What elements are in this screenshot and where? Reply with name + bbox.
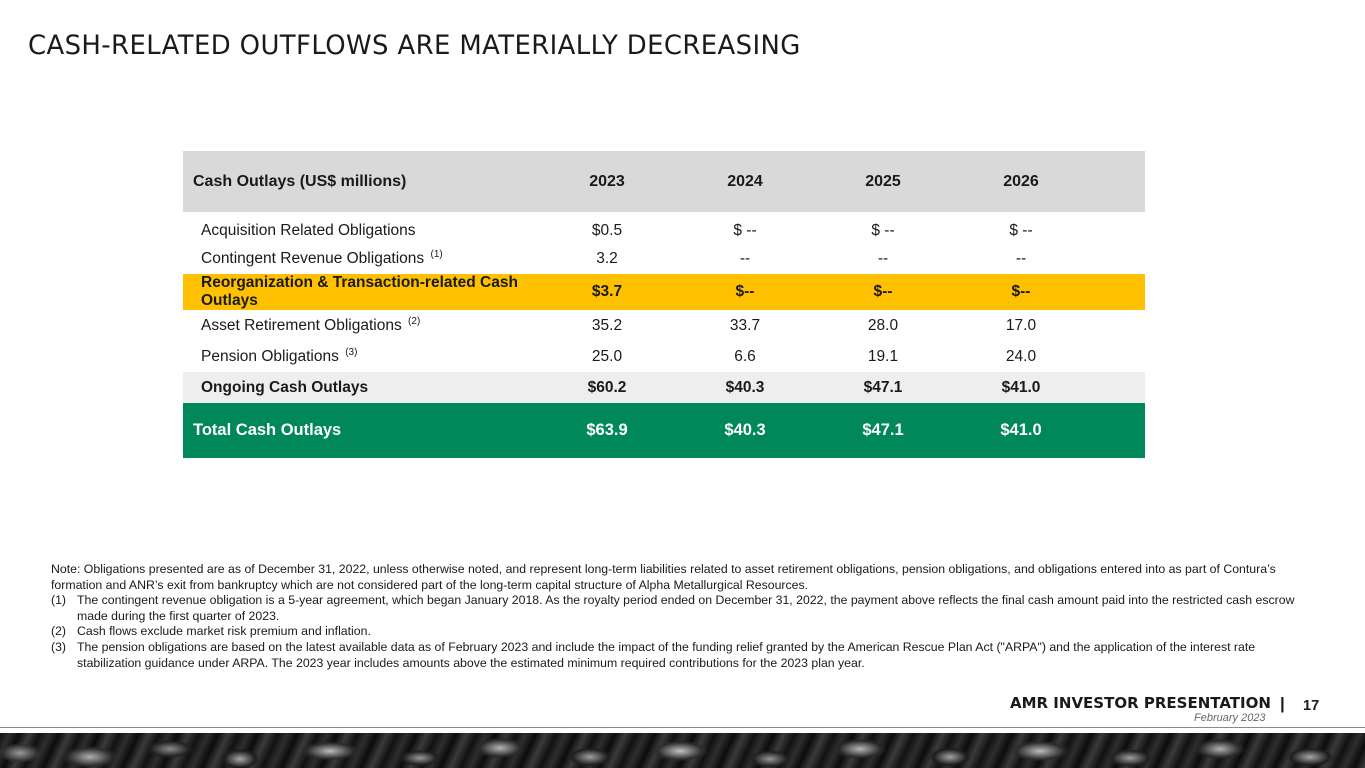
row-label: Asset Retirement Obligations: [201, 317, 402, 334]
table-cell: $--: [735, 283, 755, 300]
table-cell: 25.0: [591, 347, 623, 365]
table-cell: $--: [1011, 283, 1031, 300]
highlight-row: Reorganization & Transaction-related Cas…: [183, 274, 1145, 310]
row-label: Ongoing Cash Outlays: [201, 378, 369, 396]
footer-separator: |: [1280, 694, 1285, 713]
footnote-number: (3): [51, 639, 67, 654]
table-cell: $40.3: [725, 378, 765, 396]
row-label: Pension Obligations: [201, 348, 339, 365]
footnote-text: Cash flows exclude market risk premium a…: [77, 624, 371, 639]
table-cell: --: [739, 249, 751, 267]
header-year-2024: 2024: [727, 172, 763, 190]
table-cell: $41.0: [1000, 421, 1042, 439]
footnote-text: The contingent revenue obligation is a 5…: [77, 593, 1295, 623]
row-label: Contingent Revenue Obligations: [201, 250, 425, 267]
table-cell: $0.5: [591, 221, 623, 239]
presentation-title: AMR INVESTOR PRESENTATION: [1010, 694, 1271, 712]
total-row: Total Cash Outlays $63.9 $40.3 $47.1 $41…: [183, 403, 1145, 458]
coal-banner-image: [0, 733, 1365, 768]
table-cell: $60.2: [587, 378, 627, 396]
table-cell: $47.1: [862, 421, 904, 439]
footnote-ref: (3): [345, 347, 358, 358]
table-cell: $63.9: [586, 421, 628, 439]
footnote-ref: (2): [408, 316, 421, 327]
table-row: Asset Retirement Obligations (2) 35.2 33…: [183, 310, 1145, 341]
table-cell: $ --: [1009, 221, 1033, 239]
table-cell: 35.2: [591, 316, 623, 334]
table-header-row: Cash Outlays (US$ millions) 2023 2024 20…: [183, 151, 1145, 212]
note-intro: Note: Obligations presented are as of De…: [51, 562, 1276, 592]
table-cell: --: [1015, 249, 1027, 267]
presentation-date: February 2023: [1194, 712, 1266, 724]
table-cell: $ --: [871, 221, 895, 239]
footnote: (1) The contingent revenue obligation is…: [51, 593, 1313, 624]
footnote-text: The pension obligations are based on the…: [77, 639, 1256, 670]
header-year-2025: 2025: [865, 172, 901, 190]
table-cell: 19.1: [867, 347, 899, 365]
footnote: (2) Cash flows exclude market risk premi…: [51, 624, 1313, 640]
table-cell: $47.1: [863, 378, 903, 396]
table-cell: $3.7: [591, 283, 623, 300]
header-year-2023: 2023: [589, 172, 625, 190]
table-row: Contingent Revenue Obligations (1) 3.2 -…: [183, 243, 1145, 274]
subtotal-row: Ongoing Cash Outlays $60.2 $40.3 $47.1 $…: [183, 372, 1145, 403]
table-row: Pension Obligations (3) 25.0 6.6 19.1 24…: [183, 341, 1145, 372]
footnote: (3) The pension obligations are based on…: [51, 640, 1313, 671]
table-cell: 24.0: [1005, 347, 1037, 365]
footnotes-section: Note: Obligations presented are as of De…: [51, 562, 1313, 671]
table-cell: $ --: [733, 221, 757, 239]
header-year-2026: 2026: [1003, 172, 1039, 190]
table-row: Acquisition Related Obligations $0.5 $ -…: [183, 212, 1145, 243]
table-cell: 17.0: [1005, 316, 1037, 334]
footnote-number: (1): [51, 593, 67, 608]
table-cell: 6.6: [734, 347, 756, 365]
row-label: Total Cash Outlays: [193, 421, 342, 439]
page-number: 17: [1303, 698, 1320, 714]
table-cell: $41.0: [1001, 378, 1041, 396]
table-cell: 3.2: [596, 249, 618, 267]
row-label: Acquisition Related Obligations: [201, 221, 416, 239]
footnote-number: (2): [51, 624, 67, 639]
table-cell: 28.0: [867, 316, 899, 334]
footer-divider: [0, 727, 1365, 728]
footnote-ref: (1): [430, 249, 443, 260]
cash-outlays-table: Cash Outlays (US$ millions) 2023 2024 20…: [183, 151, 1145, 458]
slide-title: CASH-RELATED OUTFLOWS ARE MATERIALLY DEC…: [28, 30, 801, 61]
row-label: Reorganization & Transaction-related Cas…: [201, 274, 518, 309]
table-cell: 33.7: [729, 316, 761, 334]
table-cell: --: [877, 249, 889, 267]
header-label: Cash Outlays (US$ millions): [193, 172, 407, 190]
table-cell: $40.3: [724, 421, 766, 439]
table-cell: $--: [873, 283, 893, 300]
